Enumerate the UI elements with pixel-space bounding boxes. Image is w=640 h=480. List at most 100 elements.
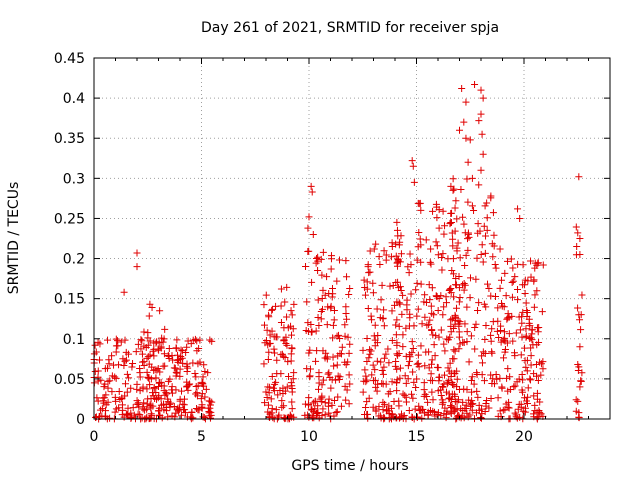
data-point — [475, 299, 483, 307]
data-point — [530, 303, 538, 311]
data-point — [365, 354, 373, 362]
data-point — [156, 307, 164, 315]
data-point — [463, 338, 471, 346]
data-point — [507, 255, 515, 263]
data-point — [519, 261, 527, 269]
data-point — [461, 229, 469, 237]
data-point — [483, 397, 491, 405]
data-point — [343, 386, 351, 394]
data-point — [378, 366, 386, 374]
data-point — [467, 332, 475, 340]
data-point — [426, 316, 434, 324]
data-point — [338, 343, 346, 351]
data-point — [288, 398, 296, 406]
data-point — [396, 300, 404, 308]
data-point — [313, 347, 321, 355]
data-point — [426, 296, 434, 304]
data-point — [158, 414, 166, 422]
data-point — [312, 327, 320, 335]
data-point — [504, 314, 512, 322]
data-point — [529, 341, 537, 349]
data-point — [535, 339, 543, 347]
data-point — [501, 348, 509, 356]
data-point — [428, 356, 436, 364]
data-point — [449, 175, 457, 183]
data-point — [417, 342, 425, 350]
data-point — [413, 279, 421, 287]
data-point — [464, 230, 472, 238]
data-point — [316, 395, 324, 403]
data-point — [373, 357, 381, 365]
data-point — [456, 126, 463, 134]
data-point — [531, 264, 539, 272]
data-point — [437, 392, 445, 400]
data-point — [287, 307, 295, 315]
data-point — [392, 240, 400, 248]
data-point — [463, 235, 471, 243]
data-point — [206, 414, 214, 422]
data-point — [337, 402, 345, 410]
data-point — [427, 260, 435, 268]
data-point — [448, 379, 456, 387]
data-point — [461, 404, 469, 412]
data-point — [155, 379, 163, 387]
data-point — [453, 375, 461, 383]
data-point — [272, 406, 280, 414]
data-point — [162, 389, 170, 397]
data-point — [361, 366, 369, 374]
data-point — [393, 365, 401, 373]
data-point — [500, 354, 508, 362]
data-point — [525, 319, 533, 327]
data-point — [129, 360, 137, 368]
data-point — [404, 375, 412, 383]
data-point — [277, 319, 285, 327]
data-point — [418, 320, 426, 328]
data-point — [180, 395, 188, 403]
data-point — [288, 311, 296, 319]
data-point — [283, 283, 291, 291]
data-point — [382, 256, 390, 264]
data-point — [503, 374, 511, 382]
data-point — [133, 249, 141, 257]
data-point — [447, 218, 455, 226]
data-point — [460, 118, 468, 126]
data-point — [438, 400, 446, 408]
data-point — [410, 378, 418, 386]
data-point — [481, 407, 489, 415]
data-point — [268, 405, 276, 413]
data-point — [415, 363, 423, 371]
data-point — [519, 388, 527, 396]
data-point — [321, 291, 329, 299]
data-point — [385, 359, 393, 367]
data-point — [478, 352, 486, 360]
data-point — [393, 339, 401, 347]
data-point — [290, 369, 298, 377]
data-point — [363, 335, 371, 343]
data-point — [133, 385, 141, 393]
data-point — [289, 375, 297, 383]
data-point — [96, 356, 104, 364]
data-point — [465, 358, 473, 366]
data-point — [136, 411, 144, 419]
data-point — [412, 286, 420, 294]
data-point — [371, 321, 379, 329]
data-point — [94, 338, 102, 346]
data-point — [463, 303, 471, 311]
data-point — [268, 372, 276, 380]
data-point — [157, 344, 165, 352]
data-point — [173, 369, 181, 377]
data-point — [325, 289, 333, 297]
data-point — [499, 406, 507, 414]
data-point — [427, 245, 435, 253]
data-point — [288, 405, 296, 413]
data-point — [455, 345, 463, 353]
data-point — [441, 222, 449, 230]
data-point — [108, 372, 116, 380]
data-point — [521, 344, 529, 352]
data-point — [377, 358, 385, 366]
data-point — [490, 231, 498, 239]
data-point — [133, 263, 141, 271]
data-point — [508, 312, 516, 320]
data-point — [440, 303, 448, 311]
data-point — [459, 213, 467, 221]
